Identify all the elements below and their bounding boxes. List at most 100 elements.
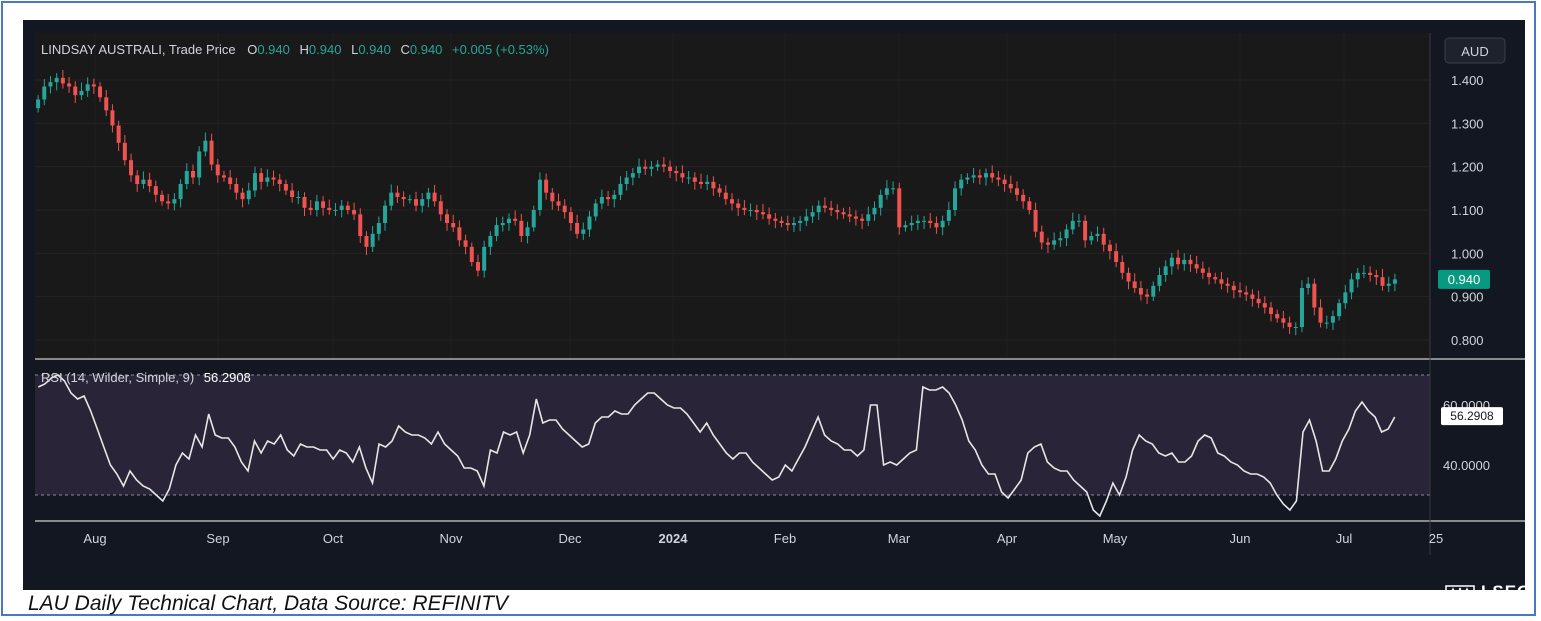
candle-body — [271, 177, 276, 180]
candle-body — [265, 177, 270, 182]
candle-body — [259, 173, 264, 182]
candle-body — [1182, 259, 1187, 265]
candle-body — [358, 214, 363, 236]
candle-body — [1244, 292, 1249, 295]
candle-body — [1169, 257, 1174, 267]
candle-body — [971, 175, 976, 178]
price-pane — [35, 33, 1430, 358]
candle-body — [655, 164, 660, 167]
candle-body — [277, 179, 282, 184]
candle-body — [903, 225, 908, 228]
candle-body — [829, 207, 834, 210]
lseg-crest-icon — [1445, 585, 1475, 601]
candle-body — [1374, 275, 1379, 278]
candle-body — [587, 216, 592, 230]
candle-body — [420, 199, 425, 206]
candle-body — [866, 214, 871, 221]
candle-body — [1145, 294, 1150, 297]
candle-body — [711, 181, 716, 189]
candle-body — [556, 201, 561, 206]
candle-body — [513, 218, 518, 221]
time-tick-label: May — [1103, 531, 1128, 546]
candle-body — [215, 164, 220, 176]
candle-body — [401, 197, 406, 200]
candle-body — [1275, 314, 1280, 319]
candle-body — [674, 171, 679, 174]
candle-body — [699, 181, 704, 184]
candle-body — [760, 212, 765, 215]
candle-body — [1287, 322, 1292, 327]
price-tick-label: 1.000 — [1451, 246, 1484, 261]
candle-body — [1225, 283, 1230, 286]
candle-body — [1312, 283, 1317, 308]
candle-body — [221, 175, 226, 178]
candle-body — [1064, 229, 1069, 239]
candle-body — [308, 207, 313, 210]
candle-body — [209, 140, 214, 165]
rsi-band — [35, 375, 1430, 495]
rsi-line — [37, 374, 1396, 518]
candle-body — [723, 192, 728, 200]
candle-body — [928, 220, 933, 223]
close-label: C — [400, 42, 409, 57]
candle-body — [1262, 303, 1267, 308]
candle-body — [891, 188, 896, 190]
price-tick-label: 1.400 — [1451, 73, 1484, 88]
candle-body — [228, 177, 233, 184]
change-value: +0.005 (+0.53%) — [452, 42, 549, 57]
price-tick-label: 0.800 — [1451, 333, 1484, 348]
candle-body — [432, 192, 437, 202]
candle-body — [42, 86, 47, 100]
candle-body — [426, 192, 431, 200]
candle-body — [544, 179, 549, 193]
candle-body — [160, 194, 165, 202]
candle-body — [1355, 272, 1360, 280]
high-label: H — [300, 42, 309, 57]
candle-body — [1033, 210, 1038, 232]
candle-body — [389, 192, 394, 206]
candle-body — [339, 205, 344, 210]
candle-body — [884, 188, 889, 195]
candle-body — [519, 220, 524, 236]
open-value: 0.940 — [257, 42, 290, 57]
candle-body — [166, 201, 171, 204]
lseg-logo: LSEG — [1445, 582, 1531, 602]
candle-body — [748, 210, 753, 211]
candle-body — [153, 186, 158, 195]
candle-body — [630, 173, 635, 178]
candle-body — [946, 210, 951, 221]
candle-body — [872, 207, 877, 215]
candle-body — [475, 262, 480, 271]
candle-body — [562, 205, 567, 213]
candle-body — [370, 233, 375, 247]
candle-body — [457, 227, 462, 241]
candle-body — [104, 97, 109, 111]
candle-body — [1200, 268, 1205, 273]
candle-body — [506, 218, 511, 223]
candle-body — [122, 142, 127, 161]
candle-body — [1318, 307, 1323, 323]
candle-body — [1299, 288, 1304, 327]
candle-body — [240, 192, 245, 200]
candle-body — [1176, 257, 1181, 265]
candle-body — [1293, 327, 1298, 328]
price-legend: LINDSAY AUSTRALI, Trade Price O0.940 H0.… — [41, 42, 549, 57]
rsi-label: RSI (14, Wilder, Simple, 9) — [41, 370, 194, 385]
candle-body — [1120, 262, 1125, 273]
candle-body — [1126, 272, 1131, 282]
candle-body — [172, 199, 177, 204]
candle-body — [203, 140, 208, 152]
candle-body — [984, 173, 989, 178]
currency-button[interactable] — [1444, 37, 1506, 64]
candle-body — [494, 225, 499, 236]
candle-body — [1343, 292, 1348, 304]
low-label: L — [351, 42, 358, 57]
time-tick-label: Mar — [888, 531, 911, 546]
candle-body — [383, 205, 388, 223]
candle-body — [915, 220, 920, 223]
candle-body — [779, 220, 784, 223]
candle-body — [190, 171, 195, 178]
candle-body — [1330, 316, 1335, 323]
candle-body — [36, 99, 41, 109]
